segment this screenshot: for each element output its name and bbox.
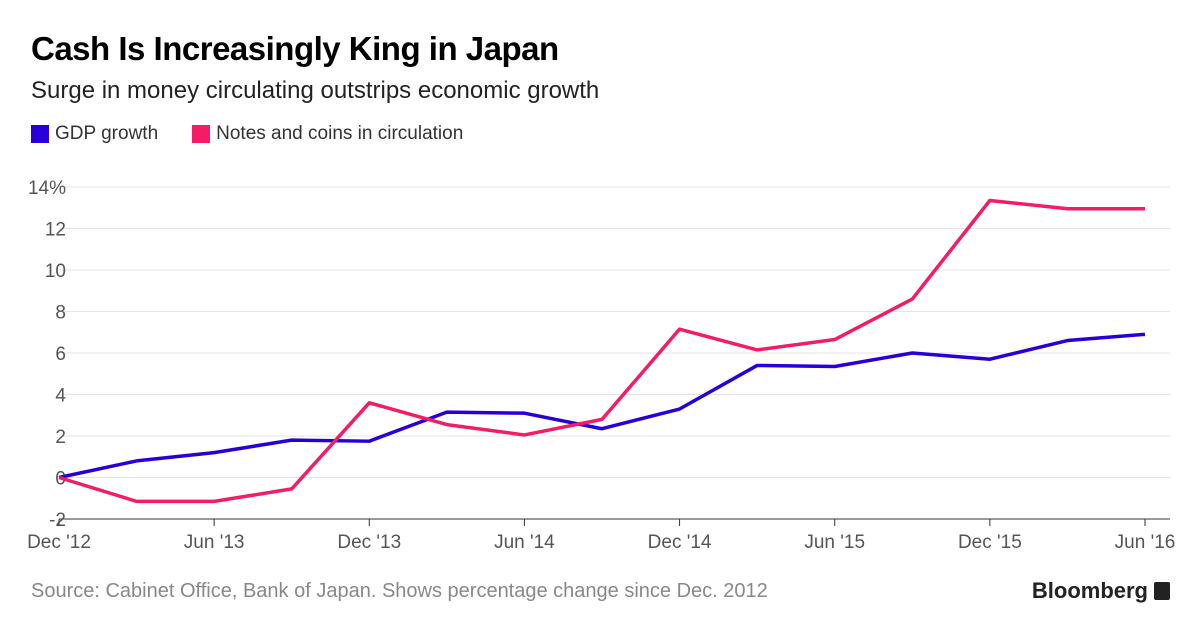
gdp-growth-line (58, 332, 1146, 480)
x-tick-label: Jun '16 (1115, 532, 1176, 553)
bloomberg-chart-icon (1154, 582, 1170, 600)
legend-item-notes: Notes and coins in circulation (192, 123, 463, 145)
brand-name: Bloomberg (1031, 578, 1148, 603)
y-tick-label: 8 (55, 303, 66, 324)
notes-coins-line (58, 198, 1145, 504)
chart-title: Cash Is Increasingly King in Japan (31, 30, 559, 67)
y-tick-label: 6 (55, 344, 66, 365)
y-tick-label: 2 (55, 427, 66, 448)
legend-swatch-gdp (31, 125, 49, 143)
legend-label-notes: Notes and coins in circulation (216, 123, 464, 144)
x-tick-label: Jun '13 (184, 532, 245, 553)
legend-item-gdp: GDP growth (31, 123, 158, 145)
y-tick-label: 10 (45, 261, 66, 282)
x-tick-label: Dec '12 (27, 532, 91, 553)
y-tick-label: 4 (55, 386, 66, 407)
legend: GDP growth Notes and coins in circulatio… (31, 123, 463, 145)
chart-subtitle: Surge in money circulating outstrips eco… (31, 77, 600, 104)
x-tick-label: Jun '15 (804, 532, 865, 553)
x-tick-label: Dec '15 (958, 532, 1022, 553)
x-tick-label: Dec '14 (648, 532, 712, 553)
y-tick-label: 14% (28, 178, 66, 199)
source-note: Source: Cabinet Office, Bank of Japan. S… (31, 580, 768, 602)
x-tick-label: Jun '14 (494, 532, 555, 553)
y-tick-label: 12 (45, 220, 66, 241)
legend-swatch-notes (192, 125, 211, 143)
y-tick-label: -2 (49, 510, 66, 531)
x-tick-label: Dec '13 (337, 532, 401, 553)
legend-label-gdp: GDP growth (55, 123, 159, 144)
bloomberg-logo: Bloomberg (1032, 578, 1170, 604)
